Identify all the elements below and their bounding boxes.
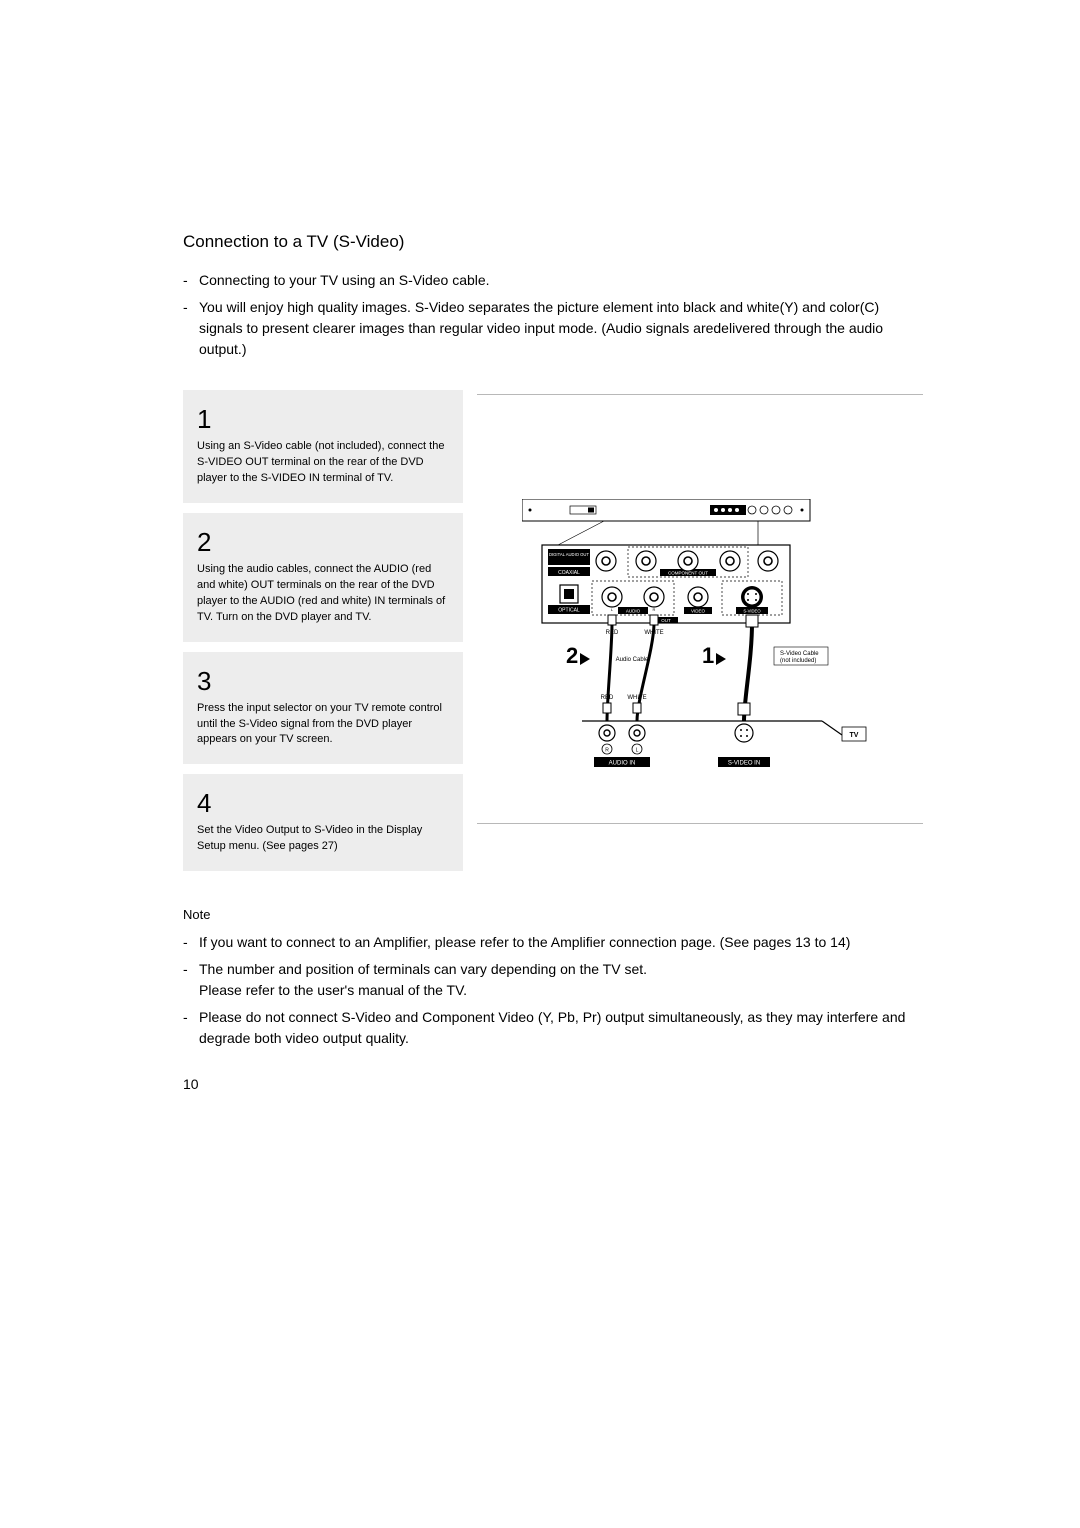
svg-text:OUT: OUT [661, 618, 671, 623]
intro-item: - You will enjoy high quality images. S-… [183, 297, 923, 360]
note-text-2: The number and position of terminals can… [199, 959, 923, 1001]
svg-text:DIGITAL AUDIO OUT: DIGITAL AUDIO OUT [549, 552, 589, 557]
step-number: 1 [197, 404, 449, 435]
divider [477, 394, 923, 395]
svg-text:2: 2 [566, 643, 578, 668]
svg-text:S-VIDEO IN: S-VIDEO IN [728, 761, 760, 767]
svg-text:1: 1 [702, 643, 714, 668]
svg-text:S-VIDEO: S-VIDEO [743, 609, 761, 614]
svg-text:TV: TV [850, 732, 859, 739]
step-text: Set the Video Output to S-Video in the D… [197, 823, 449, 855]
svg-text:WHITE: WHITE [627, 695, 646, 701]
intro-item: - Connecting to your TV using an S-Video… [183, 270, 923, 291]
dash: - [183, 297, 199, 360]
intro-text-2: You will enjoy high quality images. S-Vi… [199, 297, 923, 360]
step-1: 1 Using an S-Video cable (not included),… [183, 390, 463, 503]
svg-text:VIDEO: VIDEO [691, 609, 706, 614]
svg-text:COAXIAL: COAXIAL [558, 570, 580, 576]
step-text: Using the audio cables, connect the AUDI… [197, 562, 449, 626]
dash: - [183, 270, 199, 291]
step-3: 3 Press the input selector on your TV re… [183, 652, 463, 765]
svg-text:AUDIO IN: AUDIO IN [609, 761, 636, 767]
svg-text:(not included): (not included) [780, 658, 816, 664]
note-text-3: Please do not connect S-Video and Compon… [199, 1007, 923, 1049]
svg-text:Audio Cable: Audio Cable [616, 657, 649, 663]
svg-text:AUDIO: AUDIO [626, 609, 641, 614]
step-text: Press the input selector on your TV remo… [197, 701, 449, 749]
step-number: 4 [197, 788, 449, 819]
diagram-column: COAXIAL DIGITAL AUDIO OUT COMPONENT OUT [477, 390, 923, 881]
connection-diagram: COAXIAL DIGITAL AUDIO OUT COMPONENT OUT [522, 499, 882, 814]
dash: - [183, 932, 199, 953]
section-title: Connection to a TV (S-Video) [183, 232, 923, 252]
note-item: - Please do not connect S-Video and Comp… [183, 1007, 923, 1049]
step-2: 2 Using the audio cables, connect the AU… [183, 513, 463, 642]
svg-text:R: R [653, 607, 656, 612]
step-number: 2 [197, 527, 449, 558]
step-number: 3 [197, 666, 449, 697]
step-text: Using an S-Video cable (not included), c… [197, 439, 449, 487]
note-text-1: If you want to connect to an Amplifier, … [199, 932, 923, 953]
divider [477, 823, 923, 824]
step-4: 4 Set the Video Output to S-Video in the… [183, 774, 463, 871]
steps-column: 1 Using an S-Video cable (not included),… [183, 390, 463, 881]
svg-text:R: R [605, 748, 609, 754]
note-title: Note [183, 907, 923, 922]
page-number: 10 [183, 1076, 199, 1092]
intro-text-1: Connecting to your TV using an S-Video c… [199, 270, 923, 291]
dash: - [183, 959, 199, 1001]
svg-text:OPTICAL: OPTICAL [558, 608, 580, 614]
svg-text:RED: RED [601, 695, 614, 701]
intro-list: - Connecting to your TV using an S-Video… [183, 270, 923, 360]
note-item: - The number and position of terminals c… [183, 959, 923, 1001]
note-list: - If you want to connect to an Amplifier… [183, 932, 923, 1049]
note-item: - If you want to connect to an Amplifier… [183, 932, 923, 953]
svg-text:L: L [636, 748, 639, 754]
dash: - [183, 1007, 199, 1049]
svg-text:S-Video Cable: S-Video Cable [780, 651, 819, 657]
